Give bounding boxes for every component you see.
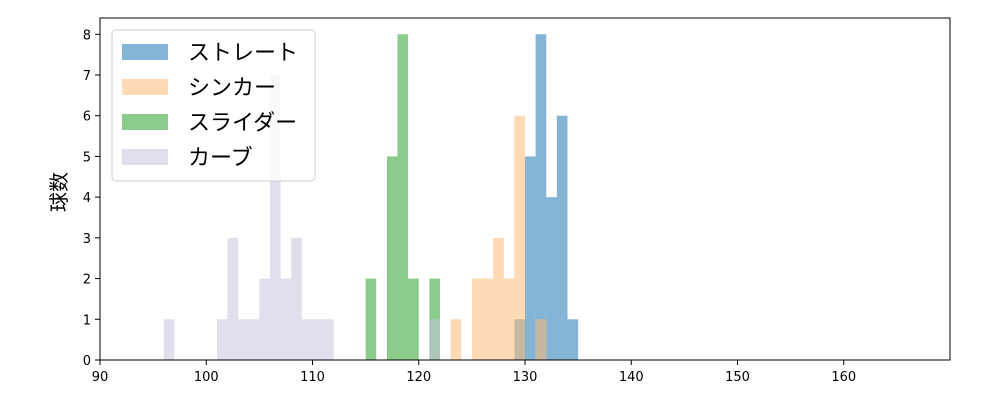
- y-tick-label: 6: [83, 110, 91, 125]
- bar-series4-1: [163, 319, 175, 360]
- bar-series2-2: [471, 278, 483, 360]
- bar-series1-4: [546, 197, 557, 360]
- bar-series4-8: [280, 278, 292, 360]
- bar-series4-12: [323, 319, 334, 360]
- bar-series1-3: [535, 34, 547, 360]
- bar-series4-7: [270, 75, 281, 360]
- x-tick-label: 130: [513, 370, 538, 385]
- bar-series3-1: [365, 278, 377, 360]
- y-tick-label: 2: [83, 273, 91, 288]
- bar-series4-2: [216, 319, 228, 360]
- x-tick-label: 150: [725, 370, 750, 385]
- x-tick-label: 90: [92, 370, 109, 385]
- y-axis-title: 球数: [47, 172, 71, 212]
- y-tick-label: 7: [83, 69, 91, 84]
- bar-series4-11: [312, 319, 324, 360]
- y-axis: 0 1 2 3 4 5 6 7 8: [83, 28, 100, 369]
- y-tick-label: 8: [83, 28, 91, 43]
- bar-series2-6: [514, 115, 526, 361]
- bar-series4-6: [259, 278, 271, 360]
- x-tick-label: 100: [194, 370, 219, 385]
- bar-series3-2: [386, 156, 398, 360]
- bar-series3-5: [429, 278, 441, 360]
- bar-series4-5: [248, 319, 260, 360]
- bar-series4-4: [238, 319, 249, 360]
- x-tick-label: 110: [300, 370, 325, 385]
- bar-series4-10: [301, 319, 313, 360]
- x-axis: 90 100 110 120 130 140 150 160: [92, 360, 856, 385]
- bar-series4-13: [429, 319, 441, 360]
- bar-series2-7: [535, 319, 547, 360]
- bar-series1-2: [525, 156, 536, 360]
- legend-swatch: [122, 44, 168, 60]
- legend-swatch: [122, 149, 168, 165]
- bar-series3-4: [408, 278, 419, 360]
- y-tick-label: 0: [83, 354, 91, 369]
- series-4: [163, 75, 441, 360]
- y-tick-label: 3: [83, 232, 91, 247]
- series-2: [450, 115, 547, 361]
- x-tick-label: 160: [831, 370, 856, 385]
- bar-series2-4: [493, 237, 504, 360]
- bar-series4-3: [227, 237, 239, 360]
- bar-series2-5: [503, 278, 515, 360]
- legend-label: ストレート: [188, 41, 298, 66]
- bar-series4-9: [291, 237, 302, 360]
- bar-series2-3: [482, 278, 494, 360]
- legend-box: [111, 29, 316, 182]
- legend-label: カーブ: [188, 146, 253, 171]
- x-tick-label: 120: [406, 370, 431, 385]
- legend-label: シンカー: [188, 76, 276, 101]
- bars-layer: [163, 34, 579, 361]
- x-tick-label: 140: [619, 370, 644, 385]
- y-tick-label: 1: [83, 313, 91, 328]
- legend-swatch: [122, 114, 168, 130]
- y-tick-label: 4: [83, 191, 91, 206]
- legend-label: スライダー: [188, 111, 297, 136]
- bar-series2-1: [450, 319, 462, 360]
- bar-series3-3: [397, 34, 409, 360]
- bar-series1-6: [567, 319, 579, 360]
- bar-series1-5: [556, 115, 568, 361]
- axes-layer: 90 100 110 120 130 140 150 160 0 1 2 3 4 5 6 7 8: [83, 17, 951, 385]
- series-3: [365, 34, 441, 360]
- y-tick-label: 5: [83, 150, 91, 165]
- legend-swatch: [122, 79, 168, 95]
